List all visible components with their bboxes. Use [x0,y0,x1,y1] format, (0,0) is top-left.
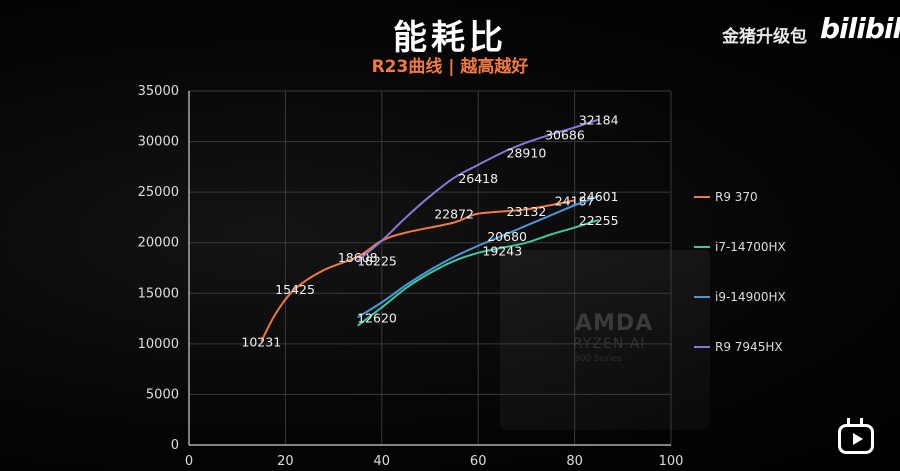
y-tick-label: 35000 [138,84,179,99]
data-label: 26418 [458,171,498,186]
data-label: 12620 [357,310,397,325]
x-tick-label: 0 [185,454,193,469]
data-label: 28910 [507,146,547,161]
legend-label: R9 370 [715,190,758,204]
data-label: 24601 [579,189,619,204]
x-tick-label: 20 [277,454,294,469]
y-tick-label: 20000 [138,236,179,251]
chip-series-text: 300 Series [574,354,622,364]
bilibili-logo: bilibili [820,12,900,45]
legend-item: i9-14900HX [694,290,786,304]
legend-swatch [694,196,710,198]
chart-title: 能耗比 [393,18,507,58]
data-label: 30686 [545,128,585,143]
data-label: 32184 [579,112,619,127]
x-tick-label: 100 [659,454,684,469]
legend-swatch [694,296,710,298]
series-line-r9-7945hx [357,118,600,262]
tv-icon[interactable] [838,424,874,454]
y-tick-label: 15000 [138,286,179,301]
y-tick-label: 25000 [138,185,179,200]
x-tick-label: 80 [566,454,583,469]
data-label: 10231 [241,335,281,350]
y-tick-label: 30000 [138,135,179,150]
chip-brand-text: AMDA [575,311,654,336]
series-line-i9-14900hx [357,195,600,319]
legend-label: R9 7945HX [715,340,783,354]
data-label: 18225 [357,254,397,269]
y-tick-label: 0 [171,438,179,453]
x-tick-label: 60 [470,454,487,469]
series-line-i7-14700hx [357,218,600,327]
series-line-r9-370 [260,199,575,342]
y-tick-label: 10000 [138,337,179,352]
legend-label: i9-14900HX [715,290,786,304]
data-label: 19243 [482,243,522,258]
data-label: 22255 [579,213,619,228]
x-tick-label: 40 [374,454,391,469]
chart-subtitle: R23曲线 | 越高越好 [371,57,529,77]
y-tick-label: 5000 [146,387,179,402]
data-label: 15425 [275,282,315,297]
data-label: 24187 [555,193,595,208]
data-label: 22872 [434,207,474,222]
legend-swatch [694,246,710,248]
legend-item: R9 7945HX [694,340,783,354]
data-label: 23132 [507,204,547,219]
data-label: 20680 [487,229,527,244]
legend-swatch [694,346,710,348]
background-chip-image [500,250,710,430]
legend-item: R9 370 [694,190,758,204]
legend-label: i7-14700HX [715,240,786,254]
legend-item: i7-14700HX [694,240,786,254]
uploader-name: 金猪升级包 [722,27,807,47]
